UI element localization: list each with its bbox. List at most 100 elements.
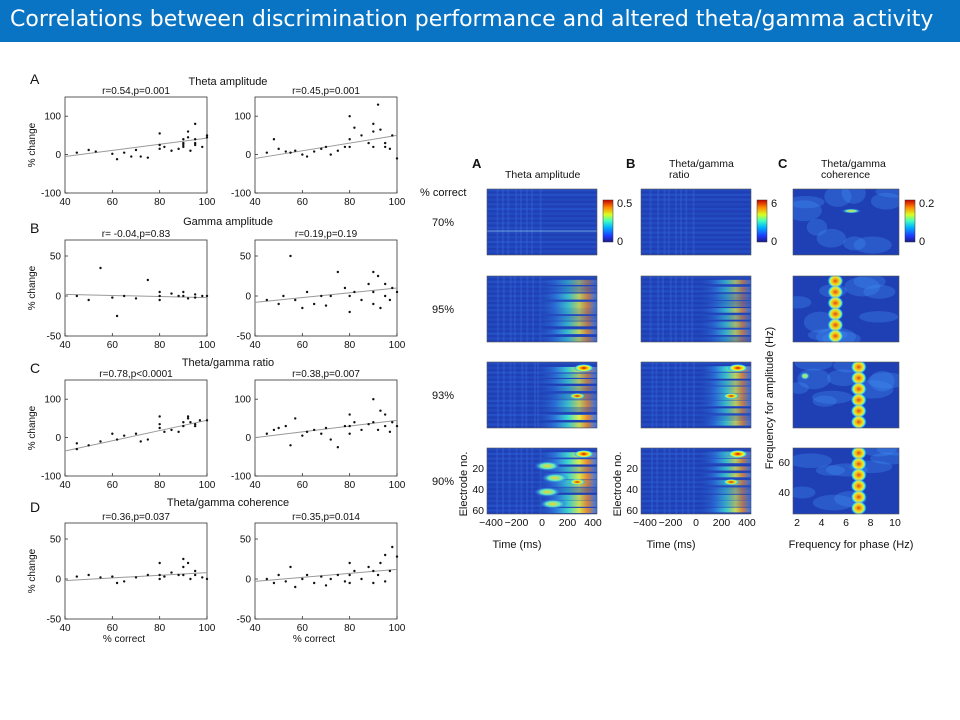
heatmap-streak: [502, 276, 505, 342]
heatmap-band: [533, 494, 597, 501]
data-point: [265, 577, 269, 581]
coherence-blob: [793, 296, 812, 309]
heatmap-streak: [496, 448, 499, 514]
heatmap-frame: [640, 361, 752, 429]
heatmap-streak: [675, 189, 678, 255]
heatmap-band: [533, 459, 597, 465]
coherence-hotspot: [827, 276, 844, 288]
data-point: [182, 145, 185, 149]
y-axis-label: % change: [27, 548, 38, 593]
data-point: [158, 147, 161, 151]
heatmap-streak: [515, 448, 518, 514]
data-point: [360, 134, 363, 137]
data-point: [343, 580, 347, 583]
data-point: [360, 428, 363, 432]
coherence-ridge: [832, 276, 839, 342]
data-point: [391, 421, 394, 424]
data-point: [284, 150, 287, 153]
data-point: [99, 266, 102, 270]
heatmap-stripe: [641, 236, 751, 239]
data-point: [193, 296, 197, 299]
data-point: [277, 573, 280, 577]
data-point: [383, 580, 387, 583]
heatmap-band: [533, 479, 597, 487]
heatmap-streak: [525, 362, 528, 428]
heatmap-band: [696, 308, 751, 313]
data-point: [289, 151, 292, 154]
heatmap-band: [533, 422, 597, 428]
y-tick-label: -50: [237, 332, 252, 343]
data-point: [193, 422, 197, 426]
heatmap-cell: [792, 275, 900, 343]
data-point: [158, 561, 161, 565]
data-point: [158, 573, 161, 577]
heatmap-band: [533, 366, 597, 373]
data-point: [329, 294, 332, 298]
x-tick-label: 100: [389, 197, 406, 208]
data-point: [186, 415, 190, 418]
data-point: [301, 306, 304, 310]
data-point: [163, 575, 166, 578]
heatmap-stripe: [641, 471, 751, 474]
data-point: [301, 434, 304, 437]
heatmap-band: [533, 308, 597, 315]
heatmap-band: [696, 321, 751, 328]
data-point: [360, 577, 363, 581]
coherence-blob: [844, 276, 881, 297]
coherence-blob: [867, 372, 899, 389]
x-tick-label: 40: [249, 480, 261, 491]
x-tick-label: 400: [738, 517, 756, 529]
x-tick-label: 100: [389, 623, 406, 634]
heatmap-stripe: [641, 193, 751, 197]
heatmap-cell: [486, 361, 598, 429]
x-tick-label: 40: [59, 480, 71, 491]
heatmap-stripe: [641, 222, 751, 225]
heatmap-streak: [502, 362, 505, 428]
coherence-blob: [793, 200, 822, 222]
data-point: [158, 422, 161, 426]
heatmap-frame: [640, 275, 752, 343]
correlation-stat: r=0.45,p=0.001: [292, 86, 360, 97]
x-tick-label: 200: [559, 517, 577, 529]
heatmap-stripe: [641, 240, 751, 244]
x-tick-label: 80: [154, 197, 166, 208]
heatmap-streak: [675, 448, 678, 514]
coherence-hotspot: [827, 296, 844, 310]
data-point: [111, 575, 114, 578]
data-point: [139, 155, 142, 158]
data-point: [348, 581, 351, 585]
data-point: [383, 424, 387, 428]
panel-letter: C: [30, 360, 40, 376]
heatmap-streak: [656, 448, 659, 514]
x-tick-label: 40: [59, 197, 71, 208]
data-point: [186, 561, 190, 565]
x-tick-label: 40: [249, 623, 261, 634]
data-point: [348, 310, 351, 314]
data-point: [383, 413, 387, 416]
data-point: [189, 577, 192, 581]
heatmap-stripe: [641, 217, 751, 220]
data-point: [284, 580, 287, 583]
heatmap-frame: [792, 447, 900, 515]
heatmap-stripe: [487, 212, 597, 215]
heatmap-stripe: [487, 240, 597, 244]
data-point: [388, 298, 392, 302]
x-tick-label: 80: [344, 623, 356, 634]
heatmap-stripe: [487, 471, 597, 474]
heatmap-streak: [663, 189, 666, 255]
coherence-blob: [793, 486, 816, 499]
coherence-hotspot: [827, 285, 844, 299]
x-tick-label: 2: [794, 517, 800, 529]
heatmap-streak: [501, 189, 504, 255]
heatmap-frame: [486, 447, 598, 515]
y-tick-label: 40: [472, 484, 484, 496]
data-point: [289, 565, 292, 569]
heatmap-streak: [686, 276, 689, 342]
heatmap-stripe: [487, 448, 597, 451]
data-point: [122, 434, 126, 437]
